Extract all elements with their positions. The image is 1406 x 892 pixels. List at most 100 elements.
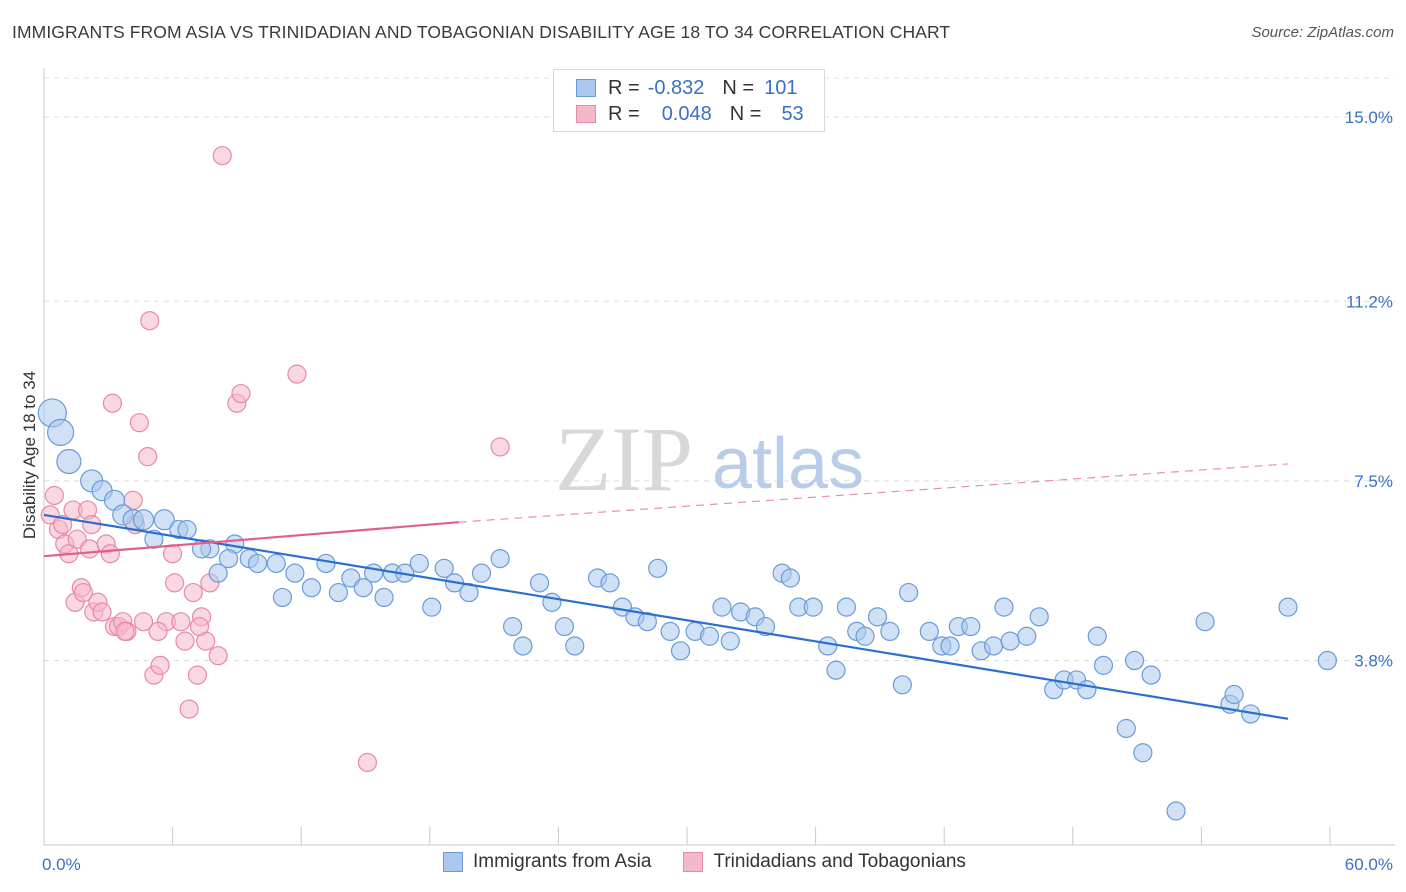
asia-point: [1166, 801, 1186, 821]
legend-n-label: N =: [729, 102, 762, 125]
asia-point: [266, 553, 286, 574]
trinidadians-point: [150, 655, 170, 675]
trinidadians-point: [183, 582, 203, 603]
legend-swatch-pink: [683, 852, 704, 872]
asia-point: [46, 418, 75, 446]
asia-point: [490, 548, 510, 569]
asia-point: [353, 578, 373, 598]
asia-point: [374, 587, 394, 608]
tick-labels: 3.8% 7.5% 11.2% 15.0% 0.0% 60.0%: [42, 108, 1393, 874]
asia-point: [1133, 743, 1153, 763]
chart-title: IMMIGRANTS FROM ASIA VS TRINIDADIAN AND …: [12, 22, 951, 42]
asia-point: [471, 563, 492, 583]
legend-n-label: N =: [722, 76, 755, 99]
asia-point: [712, 597, 732, 617]
trinidadians-point: [140, 311, 160, 331]
trinidadians-point: [490, 437, 510, 457]
asia-point: [660, 621, 680, 642]
legend-r-value: -0.832: [647, 76, 705, 99]
trinidadians-point: [133, 612, 154, 632]
asia-point: [1116, 718, 1136, 739]
trinidadians-point: [92, 602, 112, 622]
trinidadians-point: [129, 413, 149, 433]
asia-point: [1141, 665, 1161, 685]
asia-point: [720, 631, 740, 651]
asia-point: [1087, 626, 1107, 646]
asia-point: [867, 607, 888, 627]
asia-point: [826, 660, 846, 680]
legend-row-trinidadians: R = 0.048 N = 53: [576, 102, 804, 126]
asia-point: [1017, 626, 1037, 646]
asia-point: [208, 563, 228, 583]
asia-point: [1195, 612, 1215, 632]
trinidadians-point: [100, 544, 120, 564]
trinidadians-point: [208, 646, 228, 666]
asia-point: [177, 519, 197, 540]
asia-point: [1000, 631, 1020, 651]
asia-point: [218, 548, 239, 569]
legend-r-value: 0.048: [661, 102, 712, 125]
asia-point: [434, 558, 454, 578]
asia-point: [513, 636, 533, 656]
legend-label-asia: Immigrants from Asia: [473, 851, 652, 872]
legend-r-label: R =: [608, 76, 640, 99]
legend-label-trinidadians: Trinidadians and Tobagonians: [713, 851, 966, 872]
trinidadians-point: [102, 393, 123, 413]
y-axis-label: Disability Age 18 to 34: [20, 371, 39, 539]
asia-point: [542, 592, 562, 612]
asia-point: [898, 582, 919, 603]
legend-row-asia: R = -0.832 N = 101: [576, 76, 797, 100]
x-tick-label: 0.0%: [42, 855, 81, 874]
asia-point: [328, 582, 349, 603]
legend-n-value: 53: [781, 102, 804, 125]
trinidadians-point: [73, 582, 93, 603]
y-tick-label: 11.2%: [1346, 292, 1393, 311]
asia-point: [565, 636, 585, 656]
y-tick-label: 15.0%: [1345, 108, 1393, 127]
trinidadians-point: [80, 539, 100, 559]
asia-point: [1124, 650, 1145, 671]
trinidadians-point: [187, 665, 208, 685]
trinidadians-trend-extension: [458, 463, 1289, 523]
x-tick-label: 60.0%: [1345, 855, 1393, 874]
trend-lines: [43, 463, 1289, 720]
asia-point: [301, 578, 322, 598]
legend-item-asia[interactable]: Immigrants from Asia: [443, 851, 651, 873]
trinidadians-point: [212, 146, 232, 166]
trinidadians-point: [162, 544, 183, 564]
source-credit: Source: ZipAtlas.com: [1251, 24, 1394, 41]
asia-point: [880, 621, 900, 642]
asia-point: [818, 636, 838, 656]
trinidadians-point: [179, 699, 199, 719]
legend-swatch-pink: [576, 105, 596, 123]
asia-point: [670, 641, 691, 661]
asia-point: [994, 597, 1014, 617]
asia-point: [153, 509, 175, 531]
y-tick-label: 3.8%: [1354, 652, 1393, 671]
asia-point: [247, 553, 268, 574]
trinidadians-point: [171, 612, 191, 632]
trinidadians-point: [44, 485, 64, 506]
legend-item-trinidadians[interactable]: Trinidadians and Tobagonians: [683, 851, 966, 873]
asia-trend-line: [43, 513, 1289, 720]
trinidadians-point: [148, 621, 168, 642]
trinidadians-point: [231, 383, 251, 404]
trinidadians-point: [357, 752, 378, 773]
asia-point: [529, 573, 550, 593]
legend-r-label: R =: [608, 102, 640, 125]
asia-point: [132, 509, 155, 531]
legend-swatch-blue: [443, 852, 463, 872]
watermark-zip: ZIP: [555, 408, 693, 510]
asia-point: [409, 553, 429, 574]
series-asia-points: [37, 398, 1337, 821]
series-trinidadians-points: [40, 146, 510, 773]
trinidadians-point: [115, 621, 135, 642]
asia-point: [285, 563, 305, 583]
asia-point: [919, 621, 939, 642]
asia-point: [316, 553, 336, 574]
asia-point: [699, 626, 720, 646]
asia-point: [56, 448, 82, 475]
asia-point: [803, 597, 823, 617]
asia-point: [892, 675, 912, 695]
